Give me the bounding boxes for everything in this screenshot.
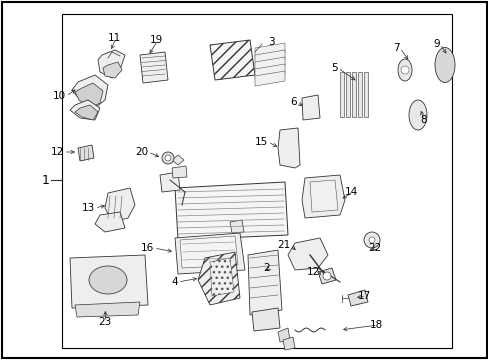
Text: 8: 8 (419, 115, 426, 125)
Polygon shape (317, 268, 335, 284)
Polygon shape (75, 105, 98, 120)
Polygon shape (70, 255, 148, 308)
Bar (363, 72, 367, 117)
Polygon shape (229, 220, 244, 233)
Text: 7: 7 (392, 43, 399, 53)
Polygon shape (105, 188, 135, 222)
Text: 12: 12 (51, 147, 64, 157)
Bar (351, 72, 355, 117)
Polygon shape (140, 52, 168, 83)
Text: 21: 21 (276, 240, 289, 250)
Polygon shape (254, 71, 285, 86)
Text: 20: 20 (135, 147, 148, 157)
Text: 15: 15 (254, 137, 267, 147)
Text: 9: 9 (432, 39, 439, 49)
Text: 22: 22 (367, 243, 381, 253)
Polygon shape (283, 337, 294, 350)
Ellipse shape (397, 59, 411, 81)
Polygon shape (198, 252, 240, 305)
Text: 4: 4 (171, 277, 178, 287)
Text: 1: 1 (42, 174, 50, 186)
Ellipse shape (408, 100, 426, 130)
Polygon shape (180, 236, 238, 268)
Polygon shape (347, 290, 367, 306)
Text: 11: 11 (108, 33, 121, 43)
Text: 23: 23 (98, 317, 111, 327)
Bar (346, 72, 349, 117)
Text: 13: 13 (81, 203, 95, 213)
Polygon shape (95, 212, 125, 232)
Text: 17: 17 (357, 291, 370, 301)
Polygon shape (287, 238, 327, 270)
Text: 6: 6 (290, 97, 296, 107)
Polygon shape (75, 83, 103, 108)
Polygon shape (103, 62, 122, 78)
Ellipse shape (434, 48, 454, 82)
Polygon shape (70, 100, 100, 120)
Polygon shape (209, 40, 254, 80)
Polygon shape (302, 95, 319, 120)
Ellipse shape (89, 266, 127, 294)
Polygon shape (172, 155, 183, 165)
Polygon shape (247, 250, 282, 315)
Polygon shape (172, 166, 186, 178)
Polygon shape (302, 175, 345, 218)
Polygon shape (278, 328, 289, 342)
Bar (357, 72, 361, 117)
Polygon shape (78, 145, 94, 161)
Polygon shape (254, 57, 285, 72)
Polygon shape (98, 50, 125, 78)
Text: 18: 18 (369, 320, 383, 330)
Polygon shape (209, 258, 234, 296)
Text: 12: 12 (306, 267, 319, 277)
Polygon shape (251, 308, 280, 331)
Circle shape (164, 155, 171, 161)
Polygon shape (254, 50, 285, 65)
Polygon shape (175, 182, 287, 240)
Polygon shape (309, 180, 337, 212)
Polygon shape (278, 128, 299, 168)
Text: 2: 2 (263, 263, 269, 273)
Text: 5: 5 (331, 63, 337, 73)
Polygon shape (75, 302, 140, 317)
Polygon shape (72, 75, 108, 108)
Text: 16: 16 (141, 243, 154, 253)
Circle shape (363, 232, 379, 248)
Bar (62, 14, 451, 348)
Polygon shape (160, 172, 180, 192)
Text: 3: 3 (267, 37, 274, 47)
Circle shape (368, 237, 374, 243)
Circle shape (323, 272, 330, 280)
Circle shape (162, 152, 174, 164)
Text: 14: 14 (345, 187, 358, 197)
Text: 10: 10 (53, 91, 66, 101)
Polygon shape (175, 233, 244, 274)
Text: 19: 19 (150, 35, 163, 45)
Polygon shape (254, 64, 285, 79)
Polygon shape (254, 43, 285, 58)
Bar (339, 72, 343, 117)
Circle shape (400, 66, 408, 74)
